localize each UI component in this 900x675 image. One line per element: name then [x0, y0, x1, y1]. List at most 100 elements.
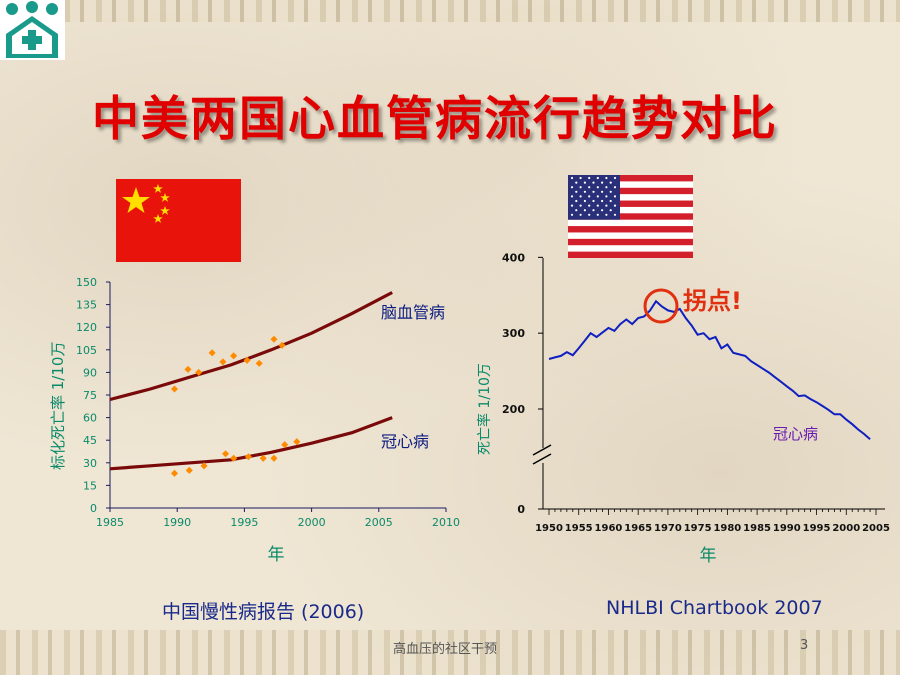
footer-text: 高血压的社区干预: [393, 642, 498, 657]
us-x-axis-label: 年: [700, 546, 717, 566]
flag-star: [609, 181, 612, 184]
flag-star: [613, 213, 617, 216]
us-series-line: [548, 299, 871, 441]
flag-star: [605, 186, 608, 189]
us-x-tick-label: 2000: [832, 523, 860, 534]
us-x-tick-label: 1960: [595, 523, 623, 534]
flag-star: [609, 199, 612, 203]
flag-stripe: [568, 245, 693, 252]
flag-star: [575, 181, 578, 184]
china-source: 中国慢性病报告 (2006): [162, 601, 365, 623]
us-y-tick-label: 0: [517, 503, 525, 516]
china-data-point: [293, 438, 301, 446]
us-x-tick-label: 1975: [684, 523, 712, 534]
us-y-axis-label: 死亡率 1/10万: [476, 363, 493, 455]
flag-stripe: [568, 200, 693, 208]
china-data-point: [170, 469, 179, 477]
china-data-point: [270, 335, 278, 343]
flag-star: [613, 204, 617, 207]
flag-stripe: [568, 226, 693, 233]
china-data-point: [243, 356, 251, 364]
china-flag-stars: [122, 184, 170, 223]
flag-star: [570, 213, 574, 216]
flag-star: [601, 199, 604, 203]
china-data-point: [270, 454, 278, 462]
flag-stripe: [568, 175, 693, 182]
flag-star: [596, 195, 599, 198]
flag-star: [579, 176, 582, 180]
flag-star: [583, 199, 586, 203]
china-y-tick-label: 105: [76, 344, 97, 357]
decorative-bottom-border: [0, 630, 900, 675]
china-y-tick-label: 150: [76, 276, 97, 289]
us-source: NHLBI Chartbook 2007: [606, 597, 823, 619]
turning-point-label: 拐点!: [683, 287, 742, 315]
decorative-top-border: [0, 0, 900, 22]
flag-star: [588, 186, 591, 189]
small-star: [160, 193, 170, 202]
small-star: [153, 184, 163, 193]
china-data-point: [185, 466, 193, 474]
china-x-tick-label: 1990: [163, 516, 191, 529]
hospital-logo-icon: [6, 1, 58, 58]
flag-stripe: [568, 213, 693, 220]
flag-star: [609, 209, 612, 212]
china-y-tick-label: 0: [90, 502, 97, 515]
china-y-tick-label: 60: [83, 412, 97, 425]
china-x-tick-label: 2010: [432, 516, 460, 529]
flag-star: [596, 176, 599, 180]
china-y-axis-label: 标化死亡率 1/10万: [49, 342, 67, 470]
flag-stripe: [568, 181, 693, 189]
page-number: 3: [800, 638, 809, 653]
flag-star: [579, 195, 582, 198]
us-chd-label: 冠心病: [773, 425, 819, 443]
china-data-point: [230, 352, 238, 360]
us-flag: [568, 175, 693, 259]
axis-break-mark: [532, 453, 552, 465]
flag-star: [613, 186, 617, 189]
china-y-tick-label: 90: [83, 366, 97, 379]
china-data-point: [255, 359, 263, 367]
flag-star: [605, 195, 608, 198]
china-data-point: [195, 368, 203, 376]
big-star: [122, 187, 150, 213]
us-x-tick-label: 1990: [773, 523, 801, 534]
china-y-tick-label: 120: [76, 321, 97, 334]
flag-star: [613, 195, 617, 198]
china-y-tick-label: 45: [83, 434, 97, 447]
china-y-tick-label: 75: [83, 389, 97, 402]
flag-star: [605, 176, 608, 180]
flag-star: [579, 213, 582, 216]
china-data-point: [259, 454, 267, 462]
flag-stripe: [568, 206, 693, 214]
flag-star: [605, 204, 608, 207]
flag-star: [575, 199, 578, 203]
flag-star: [588, 195, 591, 198]
china-data-point: [278, 341, 286, 349]
flag-star: [575, 190, 578, 193]
china-stroke-label: 脑血管病: [381, 303, 446, 322]
china-y-tick-label: 30: [83, 457, 97, 470]
us-x-tick-label: 1955: [565, 523, 593, 534]
flag-stripe: [568, 238, 693, 246]
china-series-line: [109, 416, 393, 471]
flag-star: [570, 186, 574, 189]
flag-star: [570, 176, 574, 180]
flag-star: [575, 209, 578, 212]
flag-star: [592, 199, 595, 203]
us-x-tick-label: 1980: [713, 523, 741, 534]
flag-star: [588, 204, 591, 207]
china-data-point: [281, 441, 289, 449]
china-data-point: [222, 450, 230, 458]
china-data-point: [230, 454, 238, 462]
flag-star: [596, 186, 599, 189]
flag-star: [583, 190, 586, 193]
flag-star: [592, 209, 595, 212]
us-y-tick-label: 400: [502, 251, 525, 264]
china-x-tick-label: 2005: [365, 516, 393, 529]
flag-stripe: [568, 232, 693, 240]
us-x-tick-label: 1965: [624, 523, 652, 534]
